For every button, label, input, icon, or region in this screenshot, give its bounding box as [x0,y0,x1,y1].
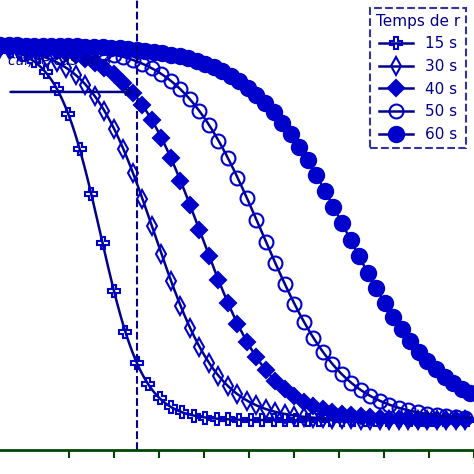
Legend: 15 s, 30 s, 40 s, 50 s, 60 s: 15 s, 30 s, 40 s, 50 s, 60 s [370,8,466,148]
Text: cul, le cas 60 s: cul, le cas 60 s [8,54,110,68]
